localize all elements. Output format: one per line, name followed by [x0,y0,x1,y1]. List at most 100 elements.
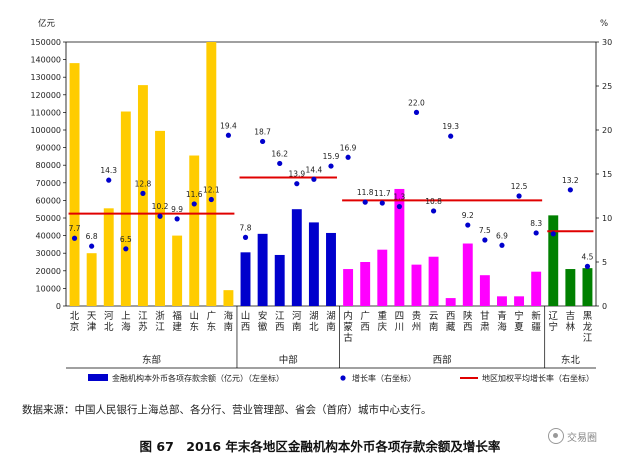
category-label: 北 [309,322,319,333]
growth-point [123,246,129,252]
category-label: 内 [343,310,353,322]
growth-point [379,200,385,206]
growth-point [208,196,214,203]
legend-bar-swatch [88,374,108,381]
left-tick-label: 0 [56,302,61,311]
category-label: 庆 [378,321,388,333]
left-tick-label: 40000 [36,232,61,241]
bar [377,249,388,306]
category-label: 疆 [531,322,541,333]
figure-caption: 图 67 2016 年末各地区金融机构本外币各项存款余额及增长率 [139,439,501,454]
growth-point [413,109,420,115]
bar [343,269,354,306]
left-axis-unit: 亿元 [38,18,56,29]
category-label: 江 [583,333,593,344]
category-label: 徽 [258,321,268,333]
category-label: 安 [258,310,268,322]
category-label: 吉 [566,311,576,322]
watermark: 交易圈 [548,428,597,444]
left-tick-label: 30000 [36,249,61,258]
bar [86,253,97,306]
growth-point [584,263,591,269]
bar [257,233,268,306]
legend-dot-swatch [340,375,346,381]
category-label: 甘 [480,310,490,322]
region-label: 西部 [433,354,452,366]
category-label: 重 [378,310,388,322]
growth-label: 6.9 [496,231,508,240]
growth-point [362,199,368,205]
data-labels: 7.7 6.8 14.3 6.5 12.8 10.2 9.911.6 12.1 19.4 7.8 1… [69,98,594,261]
growth-label: 12.8 [135,179,152,188]
category-label: 东 [207,321,217,333]
category-label: 西 [446,311,456,322]
growth-point [328,163,334,169]
category-label: 夏 [514,322,524,333]
category-label: 建 [172,321,182,333]
right-tick-label: 15 [602,170,612,179]
bar [172,235,183,306]
category-label: 京 [70,321,80,333]
growth-label: 9.2 [462,211,474,220]
bar [291,209,302,306]
bar [479,275,490,306]
category-label: 广 [207,310,217,322]
category-label: 湖 [309,311,319,322]
left-tick-label: 10000 [36,284,61,293]
growth-point [260,138,266,145]
category-label: 宁 [514,310,524,322]
category-label: 宁 [549,321,559,333]
category-label: 肃 [480,321,490,333]
region-average-lines [68,176,594,233]
growth-label: 19.3 [442,122,459,131]
category-label: 辽 [549,310,559,322]
right-axis-unit: % [600,19,608,29]
category-label: 古 [343,332,353,344]
left-tick-label: 120000 [30,91,61,100]
watermark-text: 交易圈 [567,432,597,444]
region-label: 东北 [561,354,581,366]
category-label: 浙 [155,310,165,322]
category-label: 西 [241,322,251,333]
legend-bar-label: 金融机构本外币各项存款余额（亿元）（左坐标） [112,373,284,383]
growth-point [294,181,300,187]
growth-point [174,216,180,222]
category-label: 蒙 [343,321,353,333]
growth-point [191,201,197,207]
growth-point [140,190,146,196]
category-label: 黑 [583,311,593,322]
category-label: 云 [429,311,439,322]
growth-label: 10.8 [425,197,442,206]
growth-label: 13.9 [288,170,305,179]
watermark-logo-icon [548,428,564,444]
region-label: 东部 [142,354,161,366]
left-tick-label: 140000 [30,56,61,65]
category-label: 天 [87,311,97,322]
category-label: 海 [497,321,507,333]
growth-label: 22.0 [408,98,425,107]
growth-point [448,133,454,139]
growth-label: 14.3 [100,166,117,175]
bar [445,298,456,306]
chart: 0 10000 20000 30000 40000 50000 60000 70000 8000… [30,18,612,383]
bar [189,155,200,306]
bar [240,252,251,306]
growth-label: 9.9 [171,205,183,214]
left-tick-label: 60000 [36,196,61,205]
growth-point [516,193,522,199]
category-label: 津 [87,322,97,333]
category-label: 贵 [412,310,422,322]
growth-label: 7.5 [479,226,491,235]
growth-point [89,243,95,249]
growth-label: 18.7 [254,127,271,136]
growth-label: 12.5 [511,182,528,191]
bar [308,222,319,306]
category-label: 上 [121,311,131,322]
growth-point [277,160,283,167]
growth-point [567,187,573,193]
bar [548,215,559,306]
bar [514,296,525,306]
growth-point [157,213,163,219]
bar [206,42,217,306]
growth-point [106,177,112,183]
